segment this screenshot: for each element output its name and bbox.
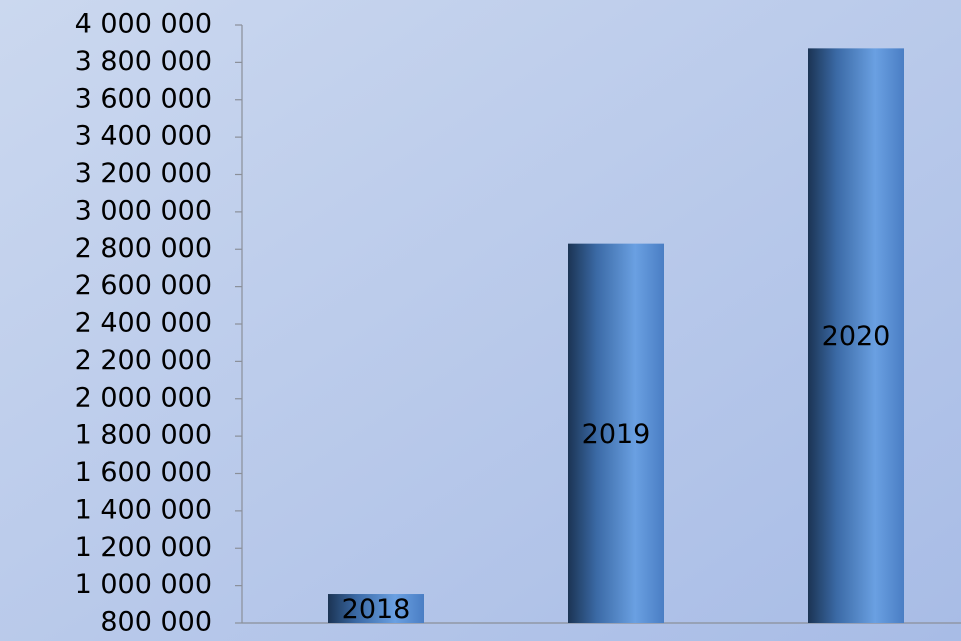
bar: [808, 48, 904, 623]
y-tick-label: 2 000 000: [75, 382, 212, 413]
bar: [328, 594, 424, 623]
y-tick-label: 2 600 000: [75, 270, 212, 301]
y-tick-label: 1 600 000: [75, 457, 212, 488]
y-tick-label: 3 600 000: [75, 83, 212, 114]
y-tick-label: 800 000: [100, 607, 212, 638]
y-tick-label: 3 200 000: [75, 158, 212, 189]
category-label: 2020: [822, 321, 891, 352]
y-tick-label: 3 000 000: [75, 195, 212, 226]
y-tick-label: 1 400 000: [75, 494, 212, 525]
y-tick-label: 3 800 000: [75, 46, 212, 77]
category-label: 2018: [342, 594, 411, 625]
category-label: 2019: [582, 419, 651, 450]
y-tick-label: 1 000 000: [75, 569, 212, 600]
y-tick-label: 2 200 000: [75, 345, 212, 376]
bar: [568, 243, 664, 624]
y-tick-label: 2 400 000: [75, 308, 212, 339]
y-tick-label: 1 800 000: [75, 420, 212, 451]
y-tick-label: 2 800 000: [75, 233, 212, 264]
y-tick-label: 4 000 000: [75, 9, 212, 40]
y-tick-label: 1 200 000: [75, 532, 212, 563]
y-tick-label: 3 400 000: [75, 121, 212, 152]
